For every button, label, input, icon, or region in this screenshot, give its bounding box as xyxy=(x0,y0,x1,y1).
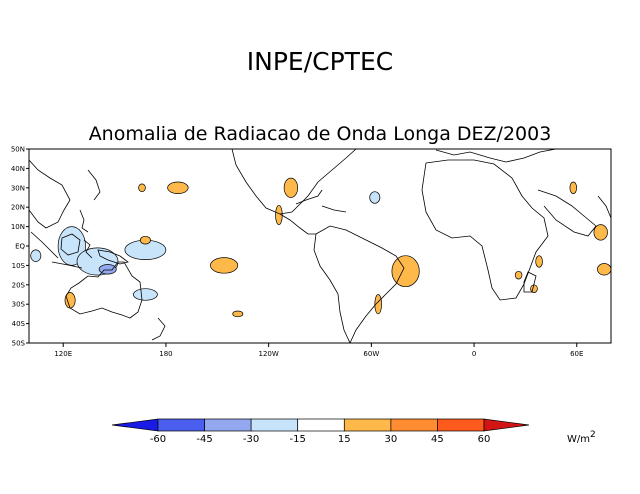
coastline-south-america xyxy=(313,225,405,343)
x-tick-group: 120E 180 120W 60W 0 60E xyxy=(54,343,583,358)
coastline-madagascar xyxy=(523,271,537,293)
colorbar-label: 30 xyxy=(385,434,398,445)
anomaly-mozambique-pos-1 xyxy=(535,255,543,268)
colorbar-label: -15 xyxy=(290,434,306,445)
y-tick-label: 40S xyxy=(12,320,26,328)
colorbar-label: 45 xyxy=(431,434,444,445)
coastlines xyxy=(29,149,611,343)
coastline-java xyxy=(51,261,83,269)
coastline-borneo xyxy=(60,233,81,256)
colorbar-swatch xyxy=(297,418,345,432)
anomaly-mozambique-pos-2 xyxy=(530,284,538,293)
chart-title: Anomalia de Radiacao de Onda Longa DEZ/2… xyxy=(89,123,552,145)
anomaly-layer xyxy=(30,177,611,318)
y-tick-label: 10N xyxy=(11,223,25,231)
anomaly-pacific-pos-far-s xyxy=(232,310,244,318)
x-tick-label: 120E xyxy=(54,350,72,358)
coastline-india xyxy=(597,195,611,219)
anomaly-pacific-pos-a xyxy=(138,183,146,193)
colorbar-unit-base: W/m xyxy=(567,434,590,445)
y-tick-group: 50N 40N 30N 20N 10N EQ 10S 20S 30S 40S 50S xyxy=(11,146,29,348)
coastline-new-guinea xyxy=(97,249,129,265)
x-tick-label: 60W xyxy=(363,350,379,358)
colorbar-label: 15 xyxy=(338,434,351,445)
colorbar-label: -45 xyxy=(196,434,212,445)
y-tick-label: 30S xyxy=(12,301,26,309)
coastline-gulf xyxy=(295,189,323,205)
coastline-arabia xyxy=(537,189,597,237)
x-tick-label: 60E xyxy=(570,350,583,358)
x-tick-label: 0 xyxy=(472,350,476,358)
colorbar-unit: W/m2 xyxy=(567,430,596,445)
anomaly-africa-sw-pos xyxy=(514,270,523,280)
coastline-australia xyxy=(65,261,143,319)
anomaly-arabia-pos xyxy=(569,181,578,194)
colorbar-swatch xyxy=(390,418,438,432)
anomaly-brazil-pos xyxy=(391,255,420,288)
coastline-philippines xyxy=(79,209,89,233)
colorbar-unit-exp: 2 xyxy=(590,430,596,440)
colorbar-label: 60 xyxy=(478,434,491,445)
anomaly-madagascar-pos xyxy=(597,263,611,276)
colorbar-cap-high xyxy=(483,418,530,432)
colorbar-swatch xyxy=(343,418,392,432)
anomaly-png-strong-neg xyxy=(98,264,117,275)
y-tick-label: 40N xyxy=(11,165,25,173)
anomaly-pacific-pos-n xyxy=(167,181,189,194)
anomaly-atlantic-neg xyxy=(369,191,381,204)
anomaly-pacific-neg-2 xyxy=(133,288,158,301)
coastline-sumatra xyxy=(30,231,59,259)
x-tick-label: 180 xyxy=(159,350,172,358)
colorbar-swatch xyxy=(204,418,252,432)
coastline-caribbean xyxy=(321,205,347,213)
anomaly-indian-ocean-neg xyxy=(30,249,42,262)
colorbar-cap-low xyxy=(111,418,159,432)
map-background xyxy=(29,149,611,343)
anomaly-pacific-pos-b xyxy=(139,235,151,245)
y-tick-label: 50S xyxy=(12,340,26,348)
coastline-asia xyxy=(29,159,71,229)
coastline-sulawesi xyxy=(83,239,93,259)
y-tick-label: 20N xyxy=(11,204,25,212)
colorbar-label: -30 xyxy=(243,434,259,445)
anomaly-mexico-pos xyxy=(283,177,299,198)
map-frame: 120E 180 120W 60W 0 60E 50N 40N 30N 20N 10N EQ 10S 2… xyxy=(11,146,612,358)
coastline-europe xyxy=(435,149,557,163)
coastline-japan xyxy=(87,169,101,201)
y-tick-label: EQ xyxy=(15,243,25,251)
chart-header: INPE/CPTEC xyxy=(247,47,393,76)
y-tick-label: 10S xyxy=(12,262,26,270)
coastline-north-america xyxy=(231,149,357,215)
colorbar-label: -60 xyxy=(150,434,166,445)
colorbar-swatch xyxy=(437,418,485,432)
anomaly-pacific-pos-s xyxy=(210,257,239,274)
x-tick-label: 120W xyxy=(258,350,278,358)
colorbar: -60 -45 -30 -15 15 30 45 60 xyxy=(111,418,530,445)
anomaly-argentina-pos xyxy=(374,294,382,315)
colorbar-swatch xyxy=(157,418,205,432)
y-tick-label: 50N xyxy=(11,146,25,154)
y-tick-label: 20S xyxy=(12,281,26,289)
anomaly-africa-pos-e xyxy=(593,224,608,241)
coastline-central-america xyxy=(279,213,316,235)
coastline-new-zealand xyxy=(151,317,166,341)
y-tick-label: 30N xyxy=(11,184,25,192)
colorbar-swatch xyxy=(250,418,299,432)
